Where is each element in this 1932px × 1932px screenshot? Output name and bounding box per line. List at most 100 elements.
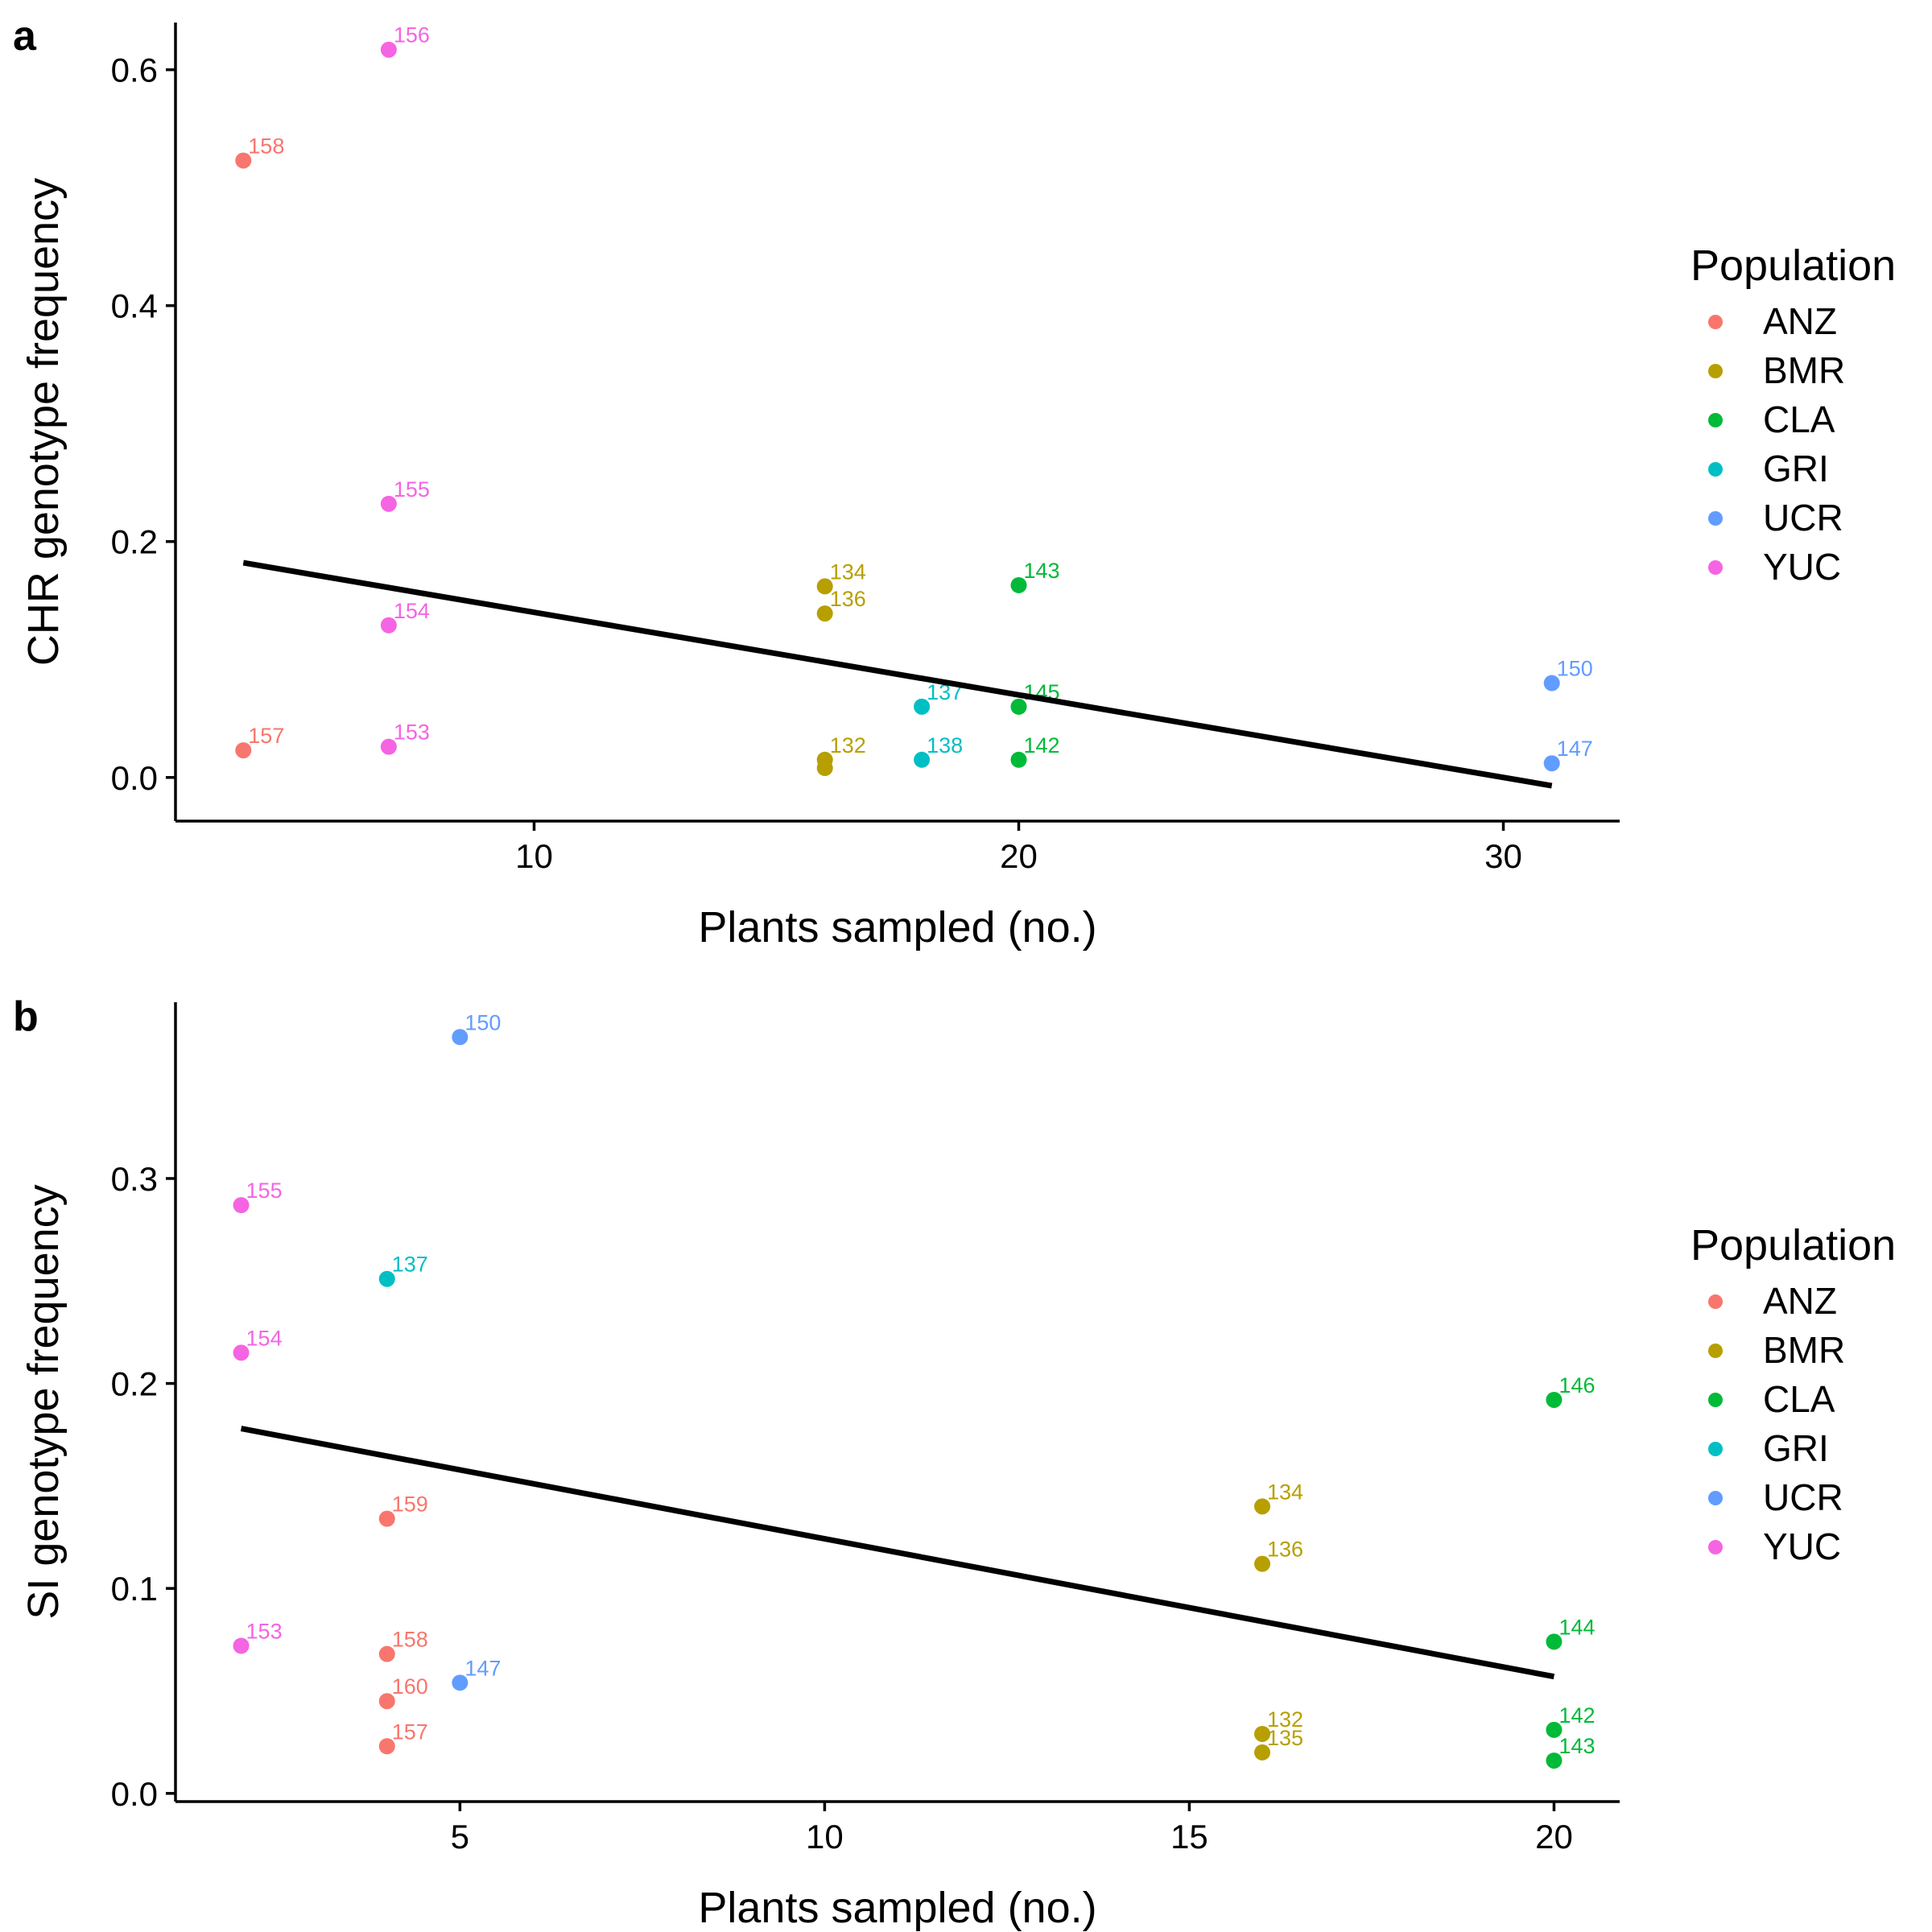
data-point [1010,751,1027,768]
legend-key [1708,1491,1723,1505]
data-point [378,1270,395,1287]
point-label: 158 [392,1628,428,1652]
point-label: 132 [830,733,866,758]
panel-letter: b [13,993,39,1040]
trend-line [242,559,1553,789]
data-point [1254,1725,1271,1742]
data-point [378,1510,395,1527]
data-point [1543,675,1560,691]
point-label: 143 [1024,559,1060,583]
point-label: 142 [1024,733,1060,758]
y-axis-title: SI genotype frequency [19,1184,68,1619]
point-label: 146 [1558,1373,1595,1397]
point-label: 144 [1558,1615,1595,1639]
y-tick-label: 0.1 [111,1570,158,1608]
data-point [380,495,397,512]
y-tick-label: 0.6 [111,52,158,89]
point-label: 135 [1267,1726,1303,1750]
legend-key [1708,315,1723,329]
point-label: 155 [246,1179,283,1203]
legend-label: ANZ [1763,300,1837,342]
legend-key [1708,1540,1723,1554]
legend-key [1708,364,1723,378]
point-label: 132 [1267,1707,1303,1732]
x-tick-label: 5 [451,1818,469,1856]
data-point [378,1693,395,1710]
data-point [1254,1498,1271,1515]
legend-label: YUC [1763,546,1841,588]
point-label: 134 [1267,1480,1303,1504]
point-label: 154 [246,1326,283,1350]
y-tick-label: 0.3 [111,1160,158,1198]
legend-key [1708,560,1723,575]
data-point [233,1344,250,1361]
data-point [816,605,833,622]
data-point [233,1637,250,1654]
legend-label: BMR [1763,349,1845,391]
point-label: 156 [394,23,430,47]
data-point [1546,1752,1563,1769]
x-tick-label: 10 [515,837,553,875]
y-axis-title: CHR genotype frequency [19,178,68,666]
x-tick-label: 30 [1484,837,1522,875]
data-point [914,698,931,715]
legend-key [1708,1294,1723,1309]
data-point [235,152,252,169]
point-label: 143 [1558,1734,1595,1758]
data-point [1254,1744,1271,1761]
data-point [380,738,397,755]
data-point [1546,1721,1563,1738]
point-label: 153 [394,720,430,745]
point-label: 136 [1267,1538,1303,1562]
point-label: 160 [392,1674,428,1699]
data-point [1543,755,1560,772]
point-label: 157 [392,1719,428,1744]
data-point [816,760,833,777]
legend-key [1708,462,1723,477]
data-point [816,578,833,595]
x-axis-title: Plants sampled (no.) [698,903,1096,952]
trend-line [240,1426,1555,1680]
legend-key [1708,1393,1723,1407]
panel-b: b 0.0 0.1 0.2 0.3 5 10 15 20 Plants sampled (no.)… [13,993,1896,1932]
point-label: 155 [394,477,430,502]
point-label: 150 [1557,657,1593,681]
panel-a: a 0.0 0.2 0.4 0.6 10 20 30 Plants sampled (no.) C… [13,13,1896,952]
x-tick-label: 10 [806,1818,844,1856]
point-label: 154 [394,599,430,623]
legend-key [1708,413,1723,427]
legend-label: BMR [1763,1329,1845,1371]
point-label: 136 [830,587,866,611]
data-point [1010,698,1027,715]
legend-title: Population [1690,1221,1896,1269]
point-label: 157 [248,724,284,748]
data-point [914,751,931,768]
y-tick-label: 0.0 [111,1775,158,1813]
point-label: 142 [1558,1703,1595,1728]
legend-key [1708,1344,1723,1358]
legend-label: ANZ [1763,1280,1837,1322]
legend-label: CLA [1763,1378,1835,1420]
data-point [1254,1555,1271,1572]
data-point [1546,1633,1563,1650]
legend: Population ANZ BMR CLA GRI UCR YUC [1690,242,1896,588]
data-point [378,1645,395,1662]
point-label: 147 [1557,737,1593,761]
data-point [452,1674,469,1691]
data-point [233,1197,250,1214]
legend-key [1708,511,1723,526]
panel-letter: a [13,13,37,60]
point-label: 138 [927,733,963,758]
x-tick-label: 15 [1170,1818,1208,1856]
data-point [452,1029,469,1046]
data-point [380,41,397,58]
y-tick-label: 0.0 [111,759,158,797]
point-label: 147 [464,1656,501,1680]
y-tick-label: 0.2 [111,1365,158,1403]
legend-label: YUC [1763,1525,1841,1567]
legend-label: UCR [1763,1476,1843,1518]
x-tick-label: 20 [1000,837,1038,875]
point-label: 159 [392,1492,428,1517]
legend-title: Population [1690,242,1896,290]
